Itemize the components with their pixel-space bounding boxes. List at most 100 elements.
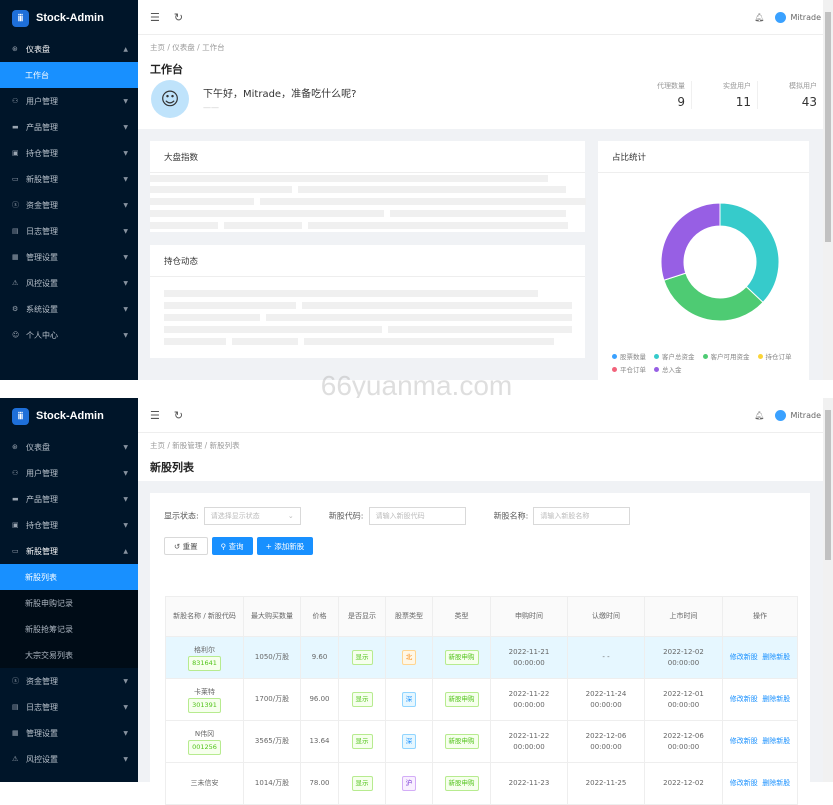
scrollbar[interactable] <box>823 398 833 782</box>
legend-item[interactable]: 股票数量 <box>612 351 646 361</box>
table-row[interactable]: 三未信安 1014/万股 78.00 显示沪新股申购 2022-11-23 2022-11… <box>165 762 798 805</box>
type-tag: 新股申购 <box>444 650 479 665</box>
bell-icon[interactable]: 🔔︎ <box>754 12 765 22</box>
sidebar-item[interactable]: ⚠ 风控设置 ▼ <box>12 278 128 288</box>
refresh-icon[interactable]: ↻ <box>173 10 184 24</box>
search-button[interactable]: ⚲ 查询 <box>211 537 253 555</box>
market-tag: 北 <box>401 650 417 665</box>
user-menu[interactable]: Mitrade <box>774 409 821 421</box>
page-title: 新股列表 <box>150 461 194 474</box>
code-tag: 301391 <box>188 697 221 713</box>
sidebar-item[interactable]: ⚙ 系统设置 ▼ <box>12 304 128 314</box>
filter-input[interactable]: 请输入新股名称 <box>533 507 631 525</box>
legend-item[interactable]: 持仓订单 <box>757 351 792 361</box>
sidebar-item[interactable]: ⚇ 用户管理 ▼ <box>12 468 128 478</box>
page-header: 主页 / 新股管理 / 新股列表 新股列表 <box>138 433 823 481</box>
sidebar-subitem[interactable]: 大宗交易列表 <box>0 642 138 668</box>
donut-slice[interactable] <box>660 202 721 281</box>
sidebar-subitem[interactable]: 新股列表 <box>0 564 138 590</box>
sidebar-item[interactable]: ⓢ 资金管理 ▼ <box>12 200 128 210</box>
sidebar-subitem-active[interactable]: 工作台 <box>0 62 138 88</box>
edit-link[interactable]: 修改新股 <box>729 695 758 703</box>
legend-item[interactable]: 客户可用资金 <box>702 351 750 361</box>
chevron-down-icon: ▼ <box>123 677 128 685</box>
menu-fold-icon[interactable]: ☰ <box>150 408 160 422</box>
users-icon: ⚇ <box>12 97 19 105</box>
sidebar-subitem[interactable]: 新股申购记录 <box>0 590 138 616</box>
filter-field: 显示状态: 请选择显示状态 ⌄ <box>164 507 301 525</box>
stat-item: 代理数量 9 <box>657 82 685 109</box>
sidebar-item[interactable]: ⊛ 仪表盘 ▼ <box>12 442 128 452</box>
delete-link[interactable]: 删除新股 <box>762 695 791 703</box>
legend-item[interactable]: 总入金 <box>654 364 682 374</box>
type-tag: 新股申购 <box>444 734 479 749</box>
sidebar-item[interactable]: ▤ 日志管理 ▼ <box>12 702 128 712</box>
chevron-down-icon: ▼ <box>123 521 128 529</box>
chevron-down-icon: ▼ <box>123 703 128 711</box>
warning-icon: ⚠ <box>12 279 19 287</box>
sidebar-item[interactable]: ▦ 管理设置 ▼ <box>12 252 128 262</box>
sidebar-subitem[interactable]: 新股抢筹记录 <box>0 616 138 642</box>
show-tag: 显示 <box>351 650 373 665</box>
table-row[interactable]: N伟冈 001256 3565/万股 13.64 显示深新股申购 2022-11-22 00… <box>165 720 798 763</box>
position-card: 持仓动态 <box>150 245 585 358</box>
column-header: 价格 <box>300 596 339 637</box>
sidebar-item[interactable]: ▭ 新股管理 ▲ <box>12 546 128 556</box>
avatar <box>774 409 786 421</box>
users-icon: ⚇ <box>12 469 19 477</box>
sidebar-item[interactable]: ▬ 产品管理 ▼ <box>12 122 128 132</box>
column-header: 类型 <box>432 596 491 637</box>
sidebar-item[interactable]: ☺ 个人中心 ▼ <box>12 330 128 340</box>
legend-item[interactable]: 客户总资金 <box>654 351 695 361</box>
sidebar-item[interactable]: ▭ 新股管理 ▼ <box>12 174 128 184</box>
filter-input[interactable]: 请输入新股代码 <box>368 507 466 525</box>
table-row[interactable]: 卡莱特 301391 1700/万股 96.00 显示深新股申购 2022-11-22 00… <box>165 678 798 721</box>
top-bar: ☰ ↻ 🔔︎ Mitrade <box>138 398 833 433</box>
stat-item: 实盘用户 11 <box>691 81 757 109</box>
code-tag: 001256 <box>188 739 221 755</box>
add-ipo-button[interactable]: + 添加新股 <box>256 537 314 555</box>
donut-slice[interactable] <box>663 272 764 322</box>
scrollbar[interactable] <box>823 0 833 380</box>
chevron-down-icon: ▼ <box>123 331 128 339</box>
market-tag: 深 <box>401 692 417 707</box>
donut-chart <box>660 202 780 322</box>
type-tag: 新股申购 <box>444 692 479 707</box>
sidebar-item[interactable]: ⚇ 用户管理 ▼ <box>12 96 128 106</box>
top-bar: ☰ ↻ 🔔︎ Mitrade <box>138 0 833 35</box>
delete-link[interactable]: 删除新股 <box>762 779 791 787</box>
edit-link[interactable]: 修改新股 <box>729 779 758 787</box>
sidebar-item[interactable]: ▣ 持仓管理 ▼ <box>12 148 128 158</box>
stat-item: 模拟用户 43 <box>757 81 823 109</box>
sidebar-item[interactable]: ⚠ 风控设置 ▼ <box>12 754 128 764</box>
sidebar-item[interactable]: ▦ 管理设置 ▼ <box>12 728 128 738</box>
admin-icon: ▦ <box>12 729 19 737</box>
user-menu[interactable]: Mitrade <box>774 11 821 23</box>
edit-link[interactable]: 修改新股 <box>729 737 758 745</box>
chevron-up-icon: ▲ <box>123 45 128 53</box>
sidebar-item[interactable]: ▣ 持仓管理 ▼ <box>12 520 128 530</box>
status-select[interactable]: 请选择显示状态 ⌄ <box>203 507 301 525</box>
reset-button[interactable]: ↺ 重置 <box>164 537 208 555</box>
legend-item[interactable]: 平仓订单 <box>612 364 646 374</box>
warning-icon: ⚠ <box>12 755 19 763</box>
sidebar-item[interactable]: ⓢ 资金管理 ▼ <box>12 676 128 686</box>
bell-icon[interactable]: 🔔︎ <box>754 410 765 420</box>
delete-link[interactable]: 删除新股 <box>762 653 791 661</box>
refresh-icon[interactable]: ↻ <box>173 408 184 422</box>
market-index-card: 大盘指数 <box>150 141 586 232</box>
delete-link[interactable]: 删除新股 <box>762 737 791 745</box>
sidebar: ⅲ Stock-Admin ⊛ 仪表盘 ▼ ⚇ 用户管理 ▼ ▬ 产品管理 ▼ ▣ 持仓管理 ▼ ▭ 新股管… <box>0 398 138 782</box>
donut-slice[interactable] <box>719 202 780 304</box>
table-row[interactable]: 格利尔 831641 1050/万股 9.60 显示北新股申购 2022-11-21 00:… <box>165 636 798 679</box>
chart-icon: ▬ <box>12 495 19 503</box>
sidebar-item[interactable]: ▬ 产品管理 ▼ <box>12 494 128 504</box>
edit-link[interactable]: 修改新股 <box>729 653 758 661</box>
sidebar-item[interactable]: ▤ 日志管理 ▼ <box>12 226 128 236</box>
action-bar: ↺ 重置 ⚲ 查询 + 添加新股 <box>164 537 317 555</box>
menu-fold-icon[interactable]: ☰ <box>150 10 160 24</box>
sidebar-item[interactable]: ⊛ 仪表盘 ▲ <box>12 44 128 54</box>
chevron-down-icon: ▼ <box>123 755 128 763</box>
avatar <box>774 11 786 23</box>
column-header: 上市时间 <box>644 596 723 637</box>
